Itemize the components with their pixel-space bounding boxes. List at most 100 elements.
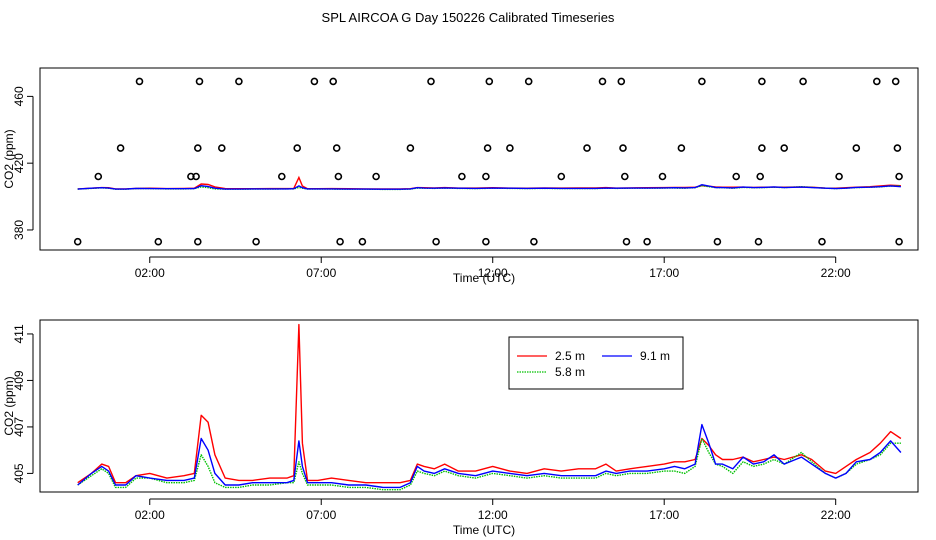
top-plot-frame	[39, 67, 919, 251]
bottom-y-axis: 405 407 409 411	[12, 324, 34, 483]
top-x-axis: 02:00 07:00 12:00 17:00 22:00	[135, 256, 851, 280]
scatter-point	[598, 77, 607, 86]
scatter-point	[427, 77, 435, 86]
bottom-x-axis-label: Time (UTC)	[453, 523, 515, 537]
top-y-tick-label: 460	[12, 86, 26, 106]
scatter-point	[154, 237, 163, 246]
scatter-point	[895, 237, 903, 246]
bottom-x-tick-label: 07:00	[306, 508, 336, 522]
scatter-point	[583, 144, 591, 152]
scatter-point	[758, 77, 766, 86]
bottom-y-tick-label: 409	[12, 370, 26, 390]
top-panel: 02:00 07:00 12:00 17:00 22:00 380 420 460 Time…	[2, 67, 919, 285]
scatter-point	[334, 172, 343, 181]
bottom-x-tick-label: 02:00	[135, 508, 165, 522]
scatter-point	[530, 237, 538, 246]
legend-label-2-5m: 2.5 m	[555, 349, 585, 363]
bottom-x-axis: 02:00 07:00 12:00 17:00 22:00	[135, 498, 851, 522]
top-x-tick-label: 12:00	[478, 266, 508, 280]
scatter-point	[332, 144, 341, 152]
scatter-point	[872, 77, 881, 86]
legend-label-9-1m: 9.1 m	[640, 349, 670, 363]
scatter-point	[336, 237, 344, 246]
scatter-point	[780, 144, 789, 152]
scatter-point	[756, 172, 765, 181]
scatter-point	[372, 172, 380, 181]
scatter-point	[799, 77, 807, 86]
scatter-point	[524, 77, 533, 86]
scatter-point	[329, 77, 338, 86]
scatter-point	[643, 237, 651, 246]
scatter-point	[358, 237, 367, 246]
scatter-point	[135, 77, 144, 86]
bottom-y-tick-label: 407	[12, 417, 26, 437]
bottom-series-9-1-m	[77, 423, 902, 489]
top-y-tick-label: 380	[12, 220, 26, 240]
scatter-point	[116, 144, 125, 152]
top-series-9-1-m	[77, 183, 901, 190]
bottom-series-5-8-m	[77, 437, 901, 491]
bottom-plot-frame	[39, 319, 919, 493]
bottom-y-axis-label: CO2 (ppm)	[2, 376, 16, 435]
bottom-x-tick-label: 17:00	[649, 508, 679, 522]
top-scatter-points	[73, 77, 903, 246]
scatter-point	[758, 144, 766, 152]
top-x-tick-label: 07:00	[306, 266, 336, 280]
top-x-tick-label: 02:00	[135, 266, 165, 280]
scatter-point	[895, 172, 903, 181]
scatter-point	[482, 237, 490, 246]
bottom-x-tick-label: 12:00	[478, 508, 508, 522]
scatter-point	[622, 237, 631, 246]
top-y-axis: 380 420 460	[12, 86, 34, 240]
top-x-tick-label: 22:00	[821, 266, 851, 280]
top-x-axis-label: Time (UTC)	[453, 271, 515, 285]
scatter-point	[893, 144, 902, 152]
scatter-point	[235, 77, 243, 86]
scatter-point	[432, 237, 440, 246]
legend-box	[508, 336, 684, 390]
top-y-axis-label: CO2 (ppm)	[2, 129, 16, 188]
legend: 2.5 m 9.1 m 5.8 m	[508, 336, 684, 390]
scatter-point	[73, 237, 82, 246]
scatter-point	[482, 172, 490, 181]
scatter-point	[310, 77, 319, 86]
scatter-point	[754, 237, 763, 246]
scatter-point	[506, 144, 514, 152]
scatter-point	[194, 237, 202, 246]
scatter-point	[818, 237, 826, 246]
top-series-lines	[77, 175, 901, 191]
bottom-x-tick-label: 22:00	[821, 508, 851, 522]
scatter-point	[619, 144, 627, 152]
scatter-point	[677, 144, 686, 152]
scatter-point	[732, 172, 741, 181]
top-y-tick-label: 420	[12, 153, 26, 173]
scatter-point	[485, 77, 494, 86]
scatter-point	[458, 172, 466, 181]
scatter-point	[620, 172, 629, 181]
scatter-point	[698, 77, 706, 86]
legend-label-5-8m: 5.8 m	[555, 365, 585, 379]
scatter-point	[713, 237, 722, 246]
bottom-y-tick-label: 411	[12, 324, 26, 343]
scatter-point	[293, 144, 302, 152]
top-x-tick-label: 17:00	[649, 266, 679, 280]
scatter-point	[891, 77, 900, 86]
scatter-point	[852, 144, 861, 152]
scatter-point	[194, 144, 202, 152]
scatter-point	[195, 77, 204, 86]
scatter-point	[94, 172, 103, 181]
scatter-point	[406, 144, 415, 152]
scatter-point	[658, 172, 667, 181]
scatter-point	[252, 237, 260, 246]
bottom-y-tick-label: 405	[12, 463, 26, 483]
scatter-point	[218, 144, 226, 152]
scatter-point	[277, 172, 286, 181]
figure-title: SPL AIRCOA G Day 150226 Calibrated Times…	[322, 10, 615, 25]
bottom-series-lines	[77, 323, 902, 491]
bottom-series-2-5-m	[77, 323, 902, 484]
scatter-point	[835, 172, 843, 181]
scatter-point	[192, 172, 200, 181]
bottom-panel: 02:00 07:00 12:00 17:00 22:00 405 407 409 411 T…	[2, 319, 919, 537]
scatter-point	[617, 77, 626, 86]
